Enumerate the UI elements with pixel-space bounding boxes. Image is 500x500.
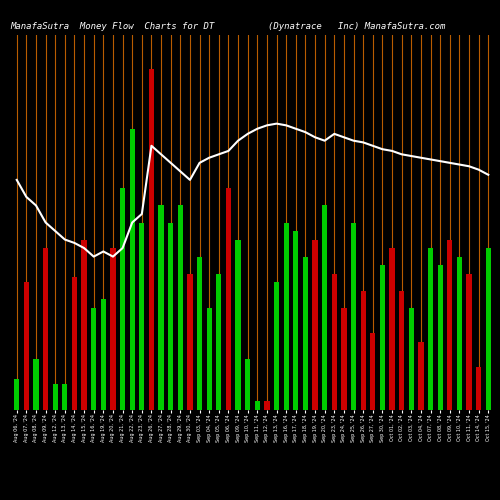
Bar xyxy=(197,256,202,410)
Bar xyxy=(438,265,443,410)
Bar xyxy=(254,402,260,410)
Bar xyxy=(332,274,337,410)
Bar xyxy=(110,248,116,410)
Bar xyxy=(120,188,125,410)
Bar xyxy=(342,308,346,410)
Bar xyxy=(380,265,385,410)
Bar xyxy=(34,359,38,410)
Bar xyxy=(274,282,279,410)
Bar xyxy=(245,359,250,410)
Text: ManafaSutra  Money Flow  Charts for DT          (Dynatrace   Inc) ManafaSutra.co: ManafaSutra Money Flow Charts for DT (Dy… xyxy=(10,22,446,32)
Bar xyxy=(43,248,49,410)
Bar xyxy=(351,222,356,410)
Bar xyxy=(322,206,328,410)
Bar xyxy=(284,222,289,410)
Bar xyxy=(216,274,222,410)
Bar xyxy=(408,308,414,410)
Bar xyxy=(82,240,86,410)
Bar xyxy=(360,290,366,410)
Bar xyxy=(158,206,164,410)
Bar xyxy=(476,368,482,410)
Bar xyxy=(149,69,154,410)
Bar xyxy=(100,299,106,410)
Bar xyxy=(370,334,376,410)
Bar xyxy=(139,222,144,410)
Bar xyxy=(466,274,471,410)
Bar xyxy=(428,248,433,410)
Bar xyxy=(178,206,183,410)
Bar xyxy=(72,277,77,410)
Bar xyxy=(91,308,96,410)
Bar xyxy=(303,256,308,410)
Bar xyxy=(24,282,29,410)
Bar xyxy=(52,384,58,410)
Bar xyxy=(130,128,135,410)
Bar xyxy=(399,290,404,410)
Bar xyxy=(14,380,20,410)
Bar xyxy=(168,222,173,410)
Bar xyxy=(293,231,298,410)
Bar xyxy=(188,274,192,410)
Bar xyxy=(226,188,231,410)
Bar xyxy=(447,240,452,410)
Bar xyxy=(456,256,462,410)
Bar xyxy=(206,308,212,410)
Bar xyxy=(390,248,394,410)
Bar xyxy=(312,240,318,410)
Bar xyxy=(62,384,68,410)
Bar xyxy=(236,240,240,410)
Bar xyxy=(264,402,270,410)
Bar xyxy=(486,248,491,410)
Bar xyxy=(418,342,424,410)
